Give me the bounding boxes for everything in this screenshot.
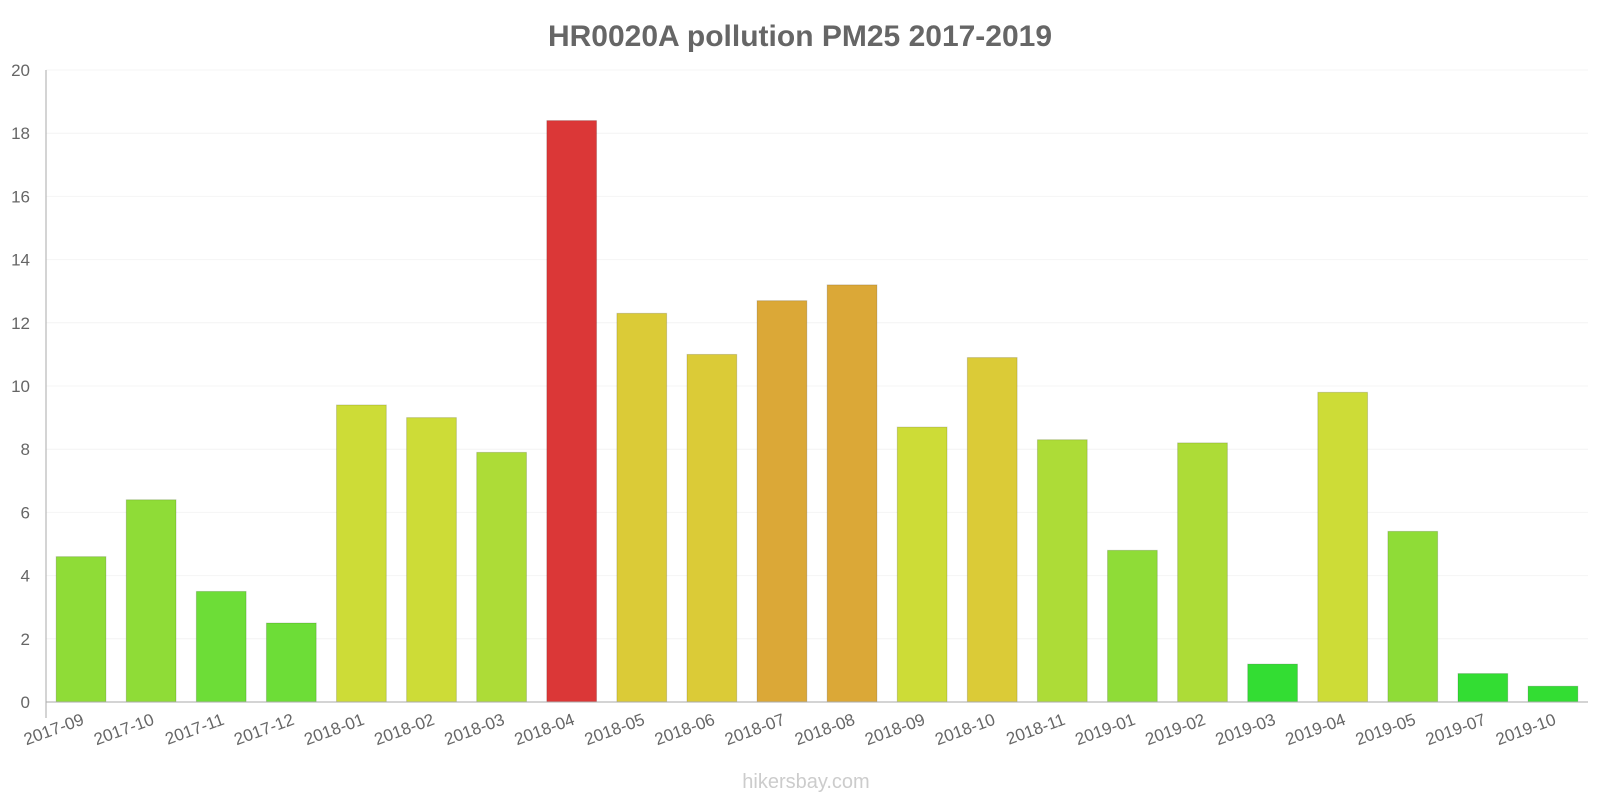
y-tick-label: 10 bbox=[11, 377, 30, 396]
chart-title: HR0020A pollution PM25 2017-2019 bbox=[548, 20, 1052, 53]
bar-2019-03 bbox=[1247, 663, 1298, 703]
bar-2018-01 bbox=[336, 404, 387, 703]
x-tick-label: 2018-04 bbox=[512, 710, 577, 749]
y-tick-label: 12 bbox=[11, 314, 30, 333]
y-tick-label: 8 bbox=[21, 440, 30, 459]
x-tick-label: 2019-04 bbox=[1283, 710, 1348, 749]
x-tick-label: 2018-10 bbox=[932, 710, 997, 749]
x-tick-label: 2017-11 bbox=[163, 710, 227, 749]
x-tick-label: 2018-06 bbox=[652, 710, 717, 749]
y-axis-ticks: 0 2 4 6 8 10 12 14 16 18 20 bbox=[11, 61, 30, 712]
bar-2017-11 bbox=[195, 590, 247, 703]
y-tick-label: 2 bbox=[21, 630, 30, 649]
x-tick-label: 2019-05 bbox=[1353, 710, 1418, 749]
x-tick-label: 2019-03 bbox=[1213, 710, 1278, 749]
bar-2019-10 bbox=[1527, 685, 1579, 703]
x-tick-label: 2017-09 bbox=[21, 710, 86, 749]
x-tick-label: 2019-07 bbox=[1423, 710, 1488, 749]
y-tick-label: 18 bbox=[11, 124, 30, 143]
y-tick-label: 16 bbox=[11, 187, 30, 206]
x-tick-label: 2018-11 bbox=[1004, 710, 1068, 749]
grid bbox=[46, 69, 1588, 640]
x-tick-label: 2019-01 bbox=[1073, 710, 1138, 749]
bar-2018-07 bbox=[756, 300, 808, 703]
x-axis-ticks: 2017-09 2017-10 2017-11 2017-12 2018-01 2018-… bbox=[21, 710, 1558, 749]
x-tick-label: 2018-02 bbox=[372, 710, 437, 749]
x-tick-label: 2018-01 bbox=[302, 710, 367, 749]
x-tick-label: 2019-02 bbox=[1143, 710, 1208, 749]
watermark: hikersbay.com bbox=[742, 771, 869, 793]
bar-2018-08 bbox=[826, 284, 878, 703]
bar-2018-02 bbox=[406, 417, 457, 703]
axes bbox=[45, 70, 1588, 718]
x-tick-label: 2017-12 bbox=[232, 710, 297, 749]
y-tick-label: 4 bbox=[21, 567, 30, 586]
bars bbox=[55, 120, 1579, 703]
y-tick-label: 0 bbox=[21, 693, 30, 712]
y-tick-label: 14 bbox=[11, 251, 30, 270]
x-tick-label: 2017-10 bbox=[91, 710, 156, 749]
x-tick-label: 2018-08 bbox=[792, 710, 857, 749]
bar-2017-09 bbox=[55, 556, 107, 703]
bar-2018-09 bbox=[896, 426, 948, 703]
y-tick-label: 20 bbox=[11, 61, 30, 80]
bar-2017-10 bbox=[125, 499, 177, 703]
bar-2019-05 bbox=[1387, 530, 1439, 703]
bar-2018-05 bbox=[616, 312, 668, 703]
bar-2019-04 bbox=[1317, 391, 1369, 703]
x-tick-label: 2018-05 bbox=[582, 710, 647, 749]
x-tick-label: 2018-07 bbox=[722, 710, 787, 749]
x-tick-label: 2019-10 bbox=[1493, 710, 1558, 749]
bar-2018-11 bbox=[1036, 439, 1088, 703]
bar-2018-06 bbox=[686, 353, 738, 703]
bar-2019-07 bbox=[1457, 673, 1509, 703]
bar-2019-01 bbox=[1107, 549, 1158, 703]
x-tick-label: 2018-03 bbox=[442, 710, 507, 749]
bar-2018-10 bbox=[966, 357, 1018, 703]
y-tick-label: 6 bbox=[21, 503, 30, 522]
bar-2018-04 bbox=[546, 120, 598, 703]
bar-2018-03 bbox=[476, 451, 527, 703]
x-tick-label: 2018-09 bbox=[862, 710, 927, 749]
bar-2019-02 bbox=[1177, 442, 1228, 703]
bar-2017-12 bbox=[265, 622, 317, 703]
